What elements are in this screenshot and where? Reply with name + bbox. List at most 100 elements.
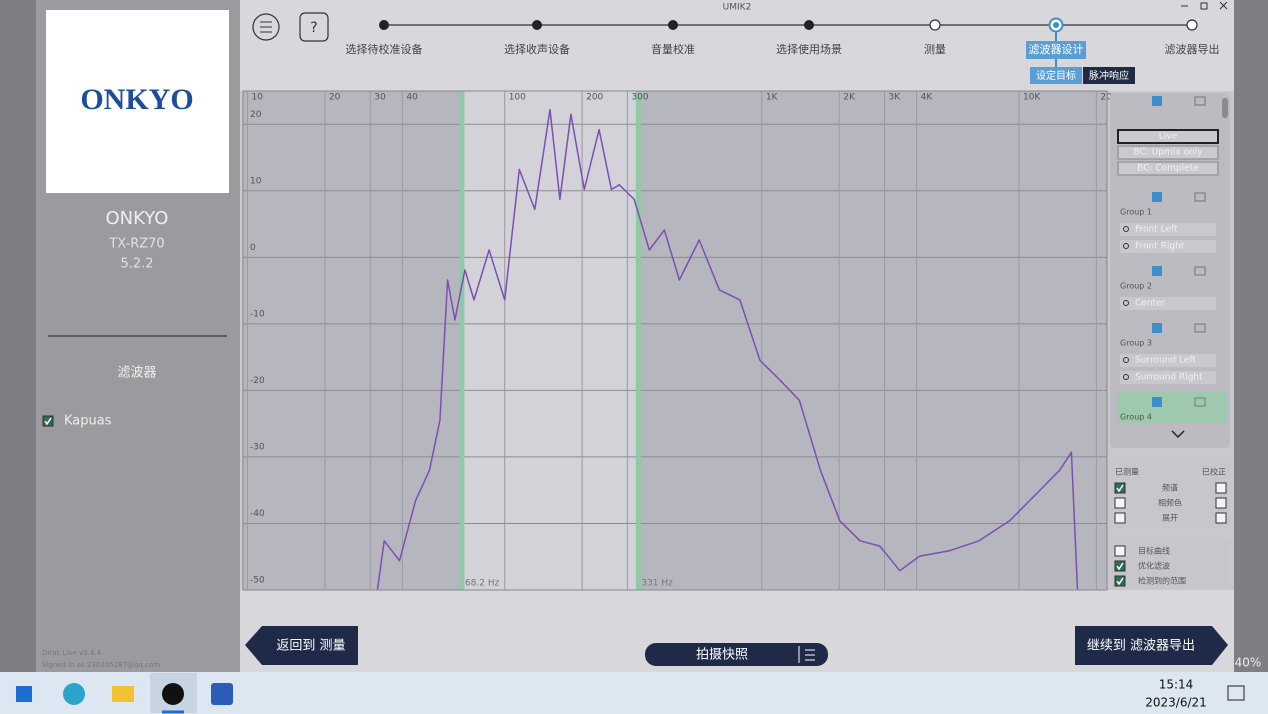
logo: ONKYO <box>80 83 193 116</box>
response-curve <box>376 108 1079 591</box>
x-tick-label: 3K <box>889 93 902 103</box>
win-close[interactable] <box>1219 1 1228 10</box>
snapshot-label: 拍摄快照 <box>696 648 748 663</box>
group-name: Group 4 <box>1120 413 1152 422</box>
model: TX-RZ70 <box>108 237 164 252</box>
step-label: 滤波器导出 <box>1165 42 1220 56</box>
x-tick-label: 2K <box>843 93 856 103</box>
help-icon: ? <box>310 20 317 36</box>
chevron[interactable] <box>1171 430 1185 439</box>
step-label: 选择待校准设备 <box>346 42 423 56</box>
step-dot[interactable] <box>804 20 814 30</box>
snapshot-button[interactable] <box>645 643 828 666</box>
menu-button[interactable] <box>252 13 280 41</box>
preset[interactable] <box>1117 161 1219 176</box>
display-header: 已测量 <box>1115 468 1139 477</box>
group-icon-2[interactable] <box>1194 266 1206 276</box>
word-icon[interactable] <box>211 683 233 705</box>
scrollbar[interactable] <box>1222 98 1228 118</box>
group-icon-2[interactable] <box>1194 323 1206 333</box>
help-button[interactable] <box>299 12 329 42</box>
corrected-checkbox[interactable] <box>1215 512 1227 524</box>
next-label: 继续到 滤波器导出 <box>1087 639 1195 654</box>
clock-date: 2023/6/21 <box>1145 696 1207 710</box>
tab[interactable] <box>1030 67 1082 84</box>
group-icon-2[interactable] <box>1194 397 1206 407</box>
y-tick-label: -40 <box>250 509 265 519</box>
channel[interactable] <box>1120 354 1216 367</box>
channel-radio <box>1123 300 1129 306</box>
channel-label: Front Right <box>1135 242 1185 252</box>
step-label: 测量 <box>924 43 946 56</box>
preset[interactable] <box>1117 129 1219 144</box>
x-tick-label: 100 <box>509 93 526 103</box>
chart-border <box>242 90 1108 591</box>
tab[interactable] <box>1083 67 1135 84</box>
range-marker <box>459 91 465 590</box>
tab-label: 设定目标 <box>1036 69 1076 82</box>
channel[interactable] <box>1120 371 1216 384</box>
start-icon[interactable] <box>16 686 32 702</box>
measured-checkbox[interactable] <box>1114 482 1126 494</box>
y-tick-label: -10 <box>250 309 265 319</box>
group-icon[interactable] <box>1152 397 1162 407</box>
step-dot[interactable] <box>532 20 542 30</box>
step-label: 音量校准 <box>651 42 695 56</box>
x-tick-label: 30 <box>374 93 386 103</box>
win-max[interactable] <box>1200 2 1208 10</box>
step-dot[interactable] <box>929 19 941 31</box>
measured-checkbox[interactable] <box>1114 512 1126 524</box>
step-label-bg <box>1026 41 1086 59</box>
channel[interactable] <box>1120 240 1216 253</box>
signed-in: Signed in as 230205287@qq.com <box>42 661 160 669</box>
explorer-icon[interactable] <box>112 686 134 702</box>
x-tick-label: 1K <box>766 93 779 103</box>
group-icon[interactable] <box>1152 96 1162 106</box>
corrected-checkbox[interactable] <box>1215 497 1227 509</box>
step-dot[interactable] <box>379 20 389 30</box>
group-icon[interactable] <box>1152 266 1162 276</box>
y-tick-label: 20 <box>250 110 262 120</box>
tab-label: 脉冲响应 <box>1089 69 1129 82</box>
back-button[interactable] <box>245 626 358 665</box>
channel-label: Surround Left <box>1135 356 1196 366</box>
config: 5.2.2 <box>120 257 153 272</box>
dirac-icon[interactable] <box>162 683 184 705</box>
y-tick-label: -50 <box>250 576 265 586</box>
next-button[interactable] <box>1075 626 1228 665</box>
group-icon[interactable] <box>1152 323 1162 333</box>
window-title: UMIK2 <box>723 3 752 13</box>
option-checkbox[interactable] <box>1114 575 1126 587</box>
measured-checkbox[interactable] <box>1114 497 1126 509</box>
group-icon-2[interactable] <box>1194 96 1206 106</box>
x-tick-label: 200 <box>586 93 603 103</box>
filter-checkbox[interactable] <box>42 415 54 427</box>
options-panel <box>1110 540 1230 590</box>
group-name: Group 3 <box>1120 339 1152 348</box>
filter-name: Kapuas <box>64 414 112 429</box>
option-checkbox[interactable] <box>1114 560 1126 572</box>
check-mark <box>1116 577 1124 586</box>
group-icon[interactable] <box>1152 192 1162 202</box>
step-dot-inner <box>1053 22 1059 28</box>
channel[interactable] <box>1120 223 1216 236</box>
y-tick-label: -20 <box>250 376 265 386</box>
y-tick-label: 0 <box>250 243 256 253</box>
notification-icon[interactable] <box>1227 685 1245 701</box>
preset-label: Live <box>1159 132 1178 142</box>
x-tick-label: 20 <box>329 93 341 103</box>
option-checkbox[interactable] <box>1114 545 1126 557</box>
group-icon-2[interactable] <box>1194 192 1206 202</box>
group-name: Group 1 <box>1120 208 1152 217</box>
x-tick-label: 40 <box>406 93 418 103</box>
edge-icon[interactable] <box>63 683 85 705</box>
display-label: 相频色 <box>1158 498 1182 508</box>
corrected-checkbox[interactable] <box>1215 482 1227 494</box>
step-dot[interactable] <box>1186 19 1198 31</box>
step-label: 选择收声设备 <box>504 42 570 56</box>
step-dot[interactable] <box>668 20 678 30</box>
display-panel <box>1110 462 1230 528</box>
preset[interactable] <box>1117 145 1219 160</box>
channel[interactable] <box>1120 297 1216 310</box>
